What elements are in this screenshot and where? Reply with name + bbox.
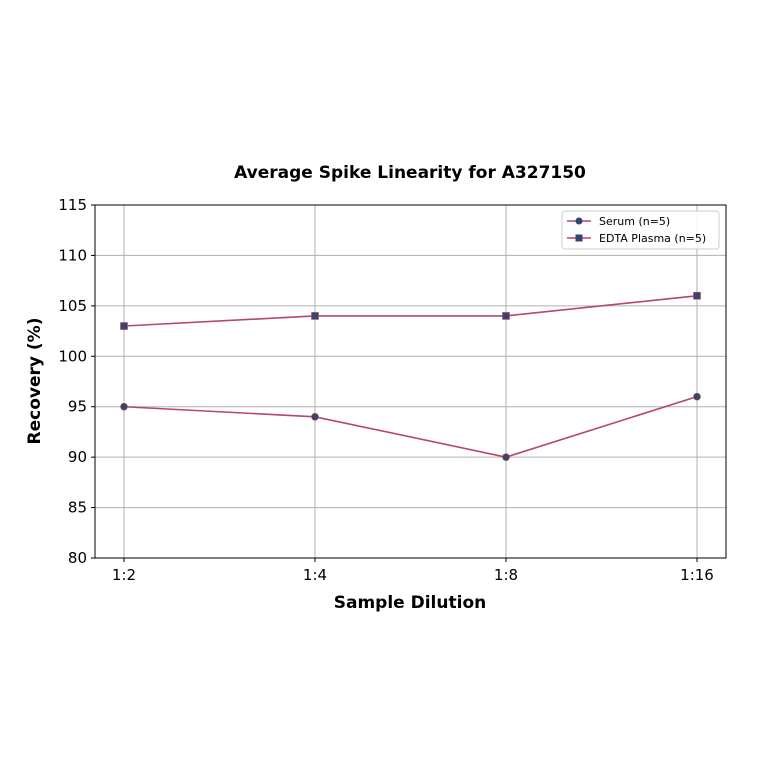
legend-square-icon <box>575 234 583 242</box>
y-tick-label: 90 <box>68 448 87 466</box>
legend-label: Serum (n=5) <box>599 215 670 228</box>
y-tick-label: 95 <box>68 398 87 416</box>
x-axis-ticks: 1:2 1:4 1:8 1:16 <box>112 558 714 584</box>
plot-frame <box>94 204 727 559</box>
square-marker <box>120 322 128 330</box>
legend-label: EDTA Plasma (n=5) <box>599 232 706 245</box>
y-tick-label: 80 <box>68 549 87 567</box>
circle-marker <box>502 453 510 461</box>
y-tick-label: 100 <box>58 347 87 365</box>
y-axis-label: Recovery (%) <box>25 318 45 445</box>
x-axis-label: Sample Dilution <box>334 593 486 613</box>
legend-box <box>561 210 720 250</box>
circle-marker <box>311 412 319 421</box>
y-tick-label: 115 <box>58 196 87 214</box>
circle-marker <box>120 402 128 411</box>
y-tick-label: 85 <box>68 499 87 517</box>
series-line <box>123 294 698 327</box>
x-tick-label: 1:2 <box>112 566 136 584</box>
square-marker <box>693 291 701 300</box>
y-axis-ticks: 80 85 90 95 100 105 110 115 <box>58 196 95 567</box>
y-tick-label: 110 <box>58 246 87 264</box>
square-marker <box>311 312 319 320</box>
y-tick-label: 105 <box>58 297 87 315</box>
circle-marker <box>693 392 701 401</box>
series-serum <box>120 392 701 461</box>
chart-title: Average Spike Linearity for A327150 <box>234 163 586 183</box>
legend: Serum (n=5) EDTA Plasma (n=5) <box>561 210 720 250</box>
series-edta-plasma <box>120 291 701 330</box>
square-marker <box>502 312 510 320</box>
x-tick-label: 1:4 <box>303 566 327 584</box>
legend-circle-icon <box>575 217 583 225</box>
series-line <box>123 395 698 458</box>
data-series <box>120 291 701 461</box>
x-tick-label: 1:8 <box>494 566 518 584</box>
x-tick-label: 1:16 <box>680 566 714 584</box>
grid-lines <box>95 204 726 559</box>
